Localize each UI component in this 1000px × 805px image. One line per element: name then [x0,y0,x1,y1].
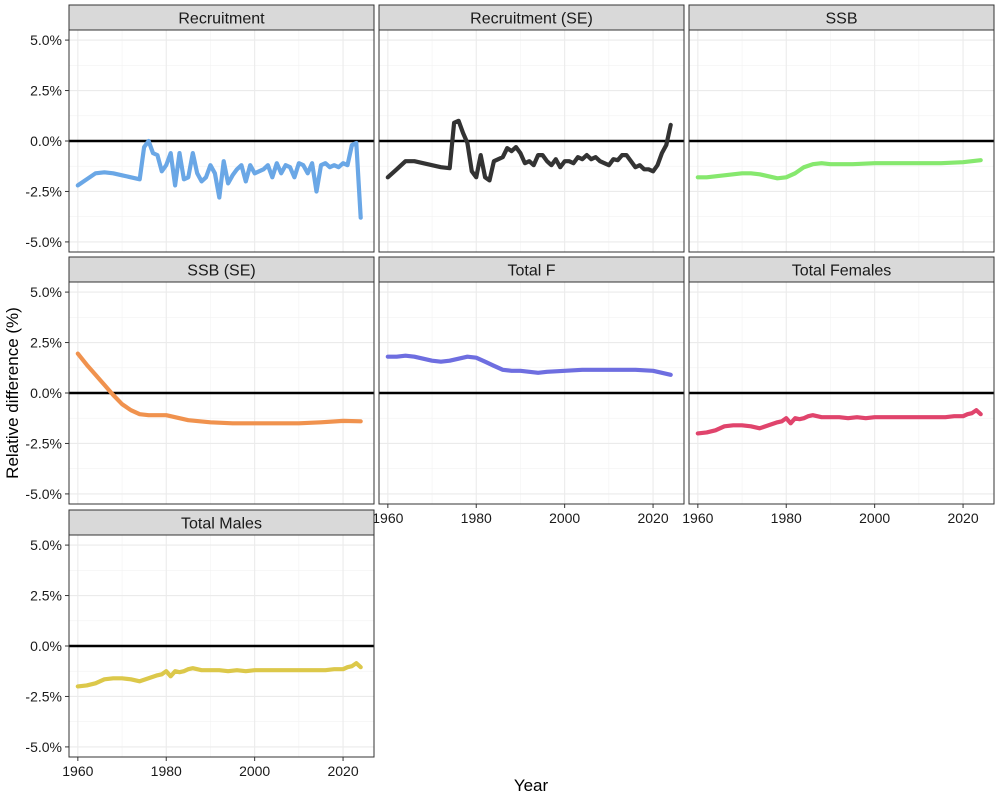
series-line-total-f [385,353,673,377]
x-tick-label: 1960 [682,510,713,526]
panel-border-total-females [688,281,995,505]
series-line-recruitment-se [385,118,673,183]
series-line-total-males [75,661,363,689]
x-axis-title: Year [514,776,549,795]
panel-border-recruitment-se [378,29,685,253]
y-tick-label: 2.5% [30,588,62,604]
y-tick-label: -2.5% [25,688,62,704]
y-tick-label: 5.0% [30,537,62,553]
y-tick-label: -5.0% [25,739,62,755]
x-tick-label: 1980 [461,510,492,526]
x-tick-label: 2000 [239,763,270,779]
x-tick-label: 2020 [947,510,978,526]
y-tick-label: -5.0% [25,234,62,250]
y-tick-label: 5.0% [30,284,62,300]
series-line-ssb-se [75,351,363,426]
y-tick-label: 0.0% [30,638,62,654]
y-tick-label: 2.5% [30,335,62,351]
strip-label-recruitment-se: Recruitment (SE) [470,11,593,28]
panel-border-total-f [378,281,685,505]
series-line-ssb [695,158,983,181]
x-tick-label: 2000 [549,510,580,526]
x-tick-label: 2020 [637,510,668,526]
strip-label-recruitment: Recruitment [178,11,265,28]
y-axis-title: Relative difference (%) [3,307,22,479]
strip-recruitment [68,4,375,31]
x-tick-label: 1980 [771,510,802,526]
strip-ssb [688,4,995,31]
strip-label-total-females: Total Females [792,263,892,280]
strip-label-total-males: Total Males [181,516,262,533]
y-tick-label: 0.0% [30,133,62,149]
strip-recruitment-se [378,4,685,31]
x-tick-label: 1960 [62,763,93,779]
x-tick-label: 1960 [372,510,403,526]
series-line-recruitment [75,138,363,220]
x-tick-label: 2000 [859,510,890,526]
y-tick-label: -2.5% [25,435,62,451]
series-line-total-females [695,408,983,436]
x-tick-label: 2020 [327,763,358,779]
strip-label-ssb: SSB [825,11,857,28]
strip-total-f [378,256,685,283]
y-tick-label: 5.0% [30,32,62,48]
y-tick-label: 0.0% [30,385,62,401]
x-tick-label: 1980 [151,763,182,779]
y-tick-label: 2.5% [30,83,62,99]
strip-label-total-f: Total F [507,263,555,280]
strip-label-ssb-se: SSB (SE) [187,263,255,280]
y-tick-label: -5.0% [25,486,62,502]
panel-border-ssb [688,29,995,253]
y-tick-label: -2.5% [25,183,62,199]
strip-ssb-se [68,256,375,283]
